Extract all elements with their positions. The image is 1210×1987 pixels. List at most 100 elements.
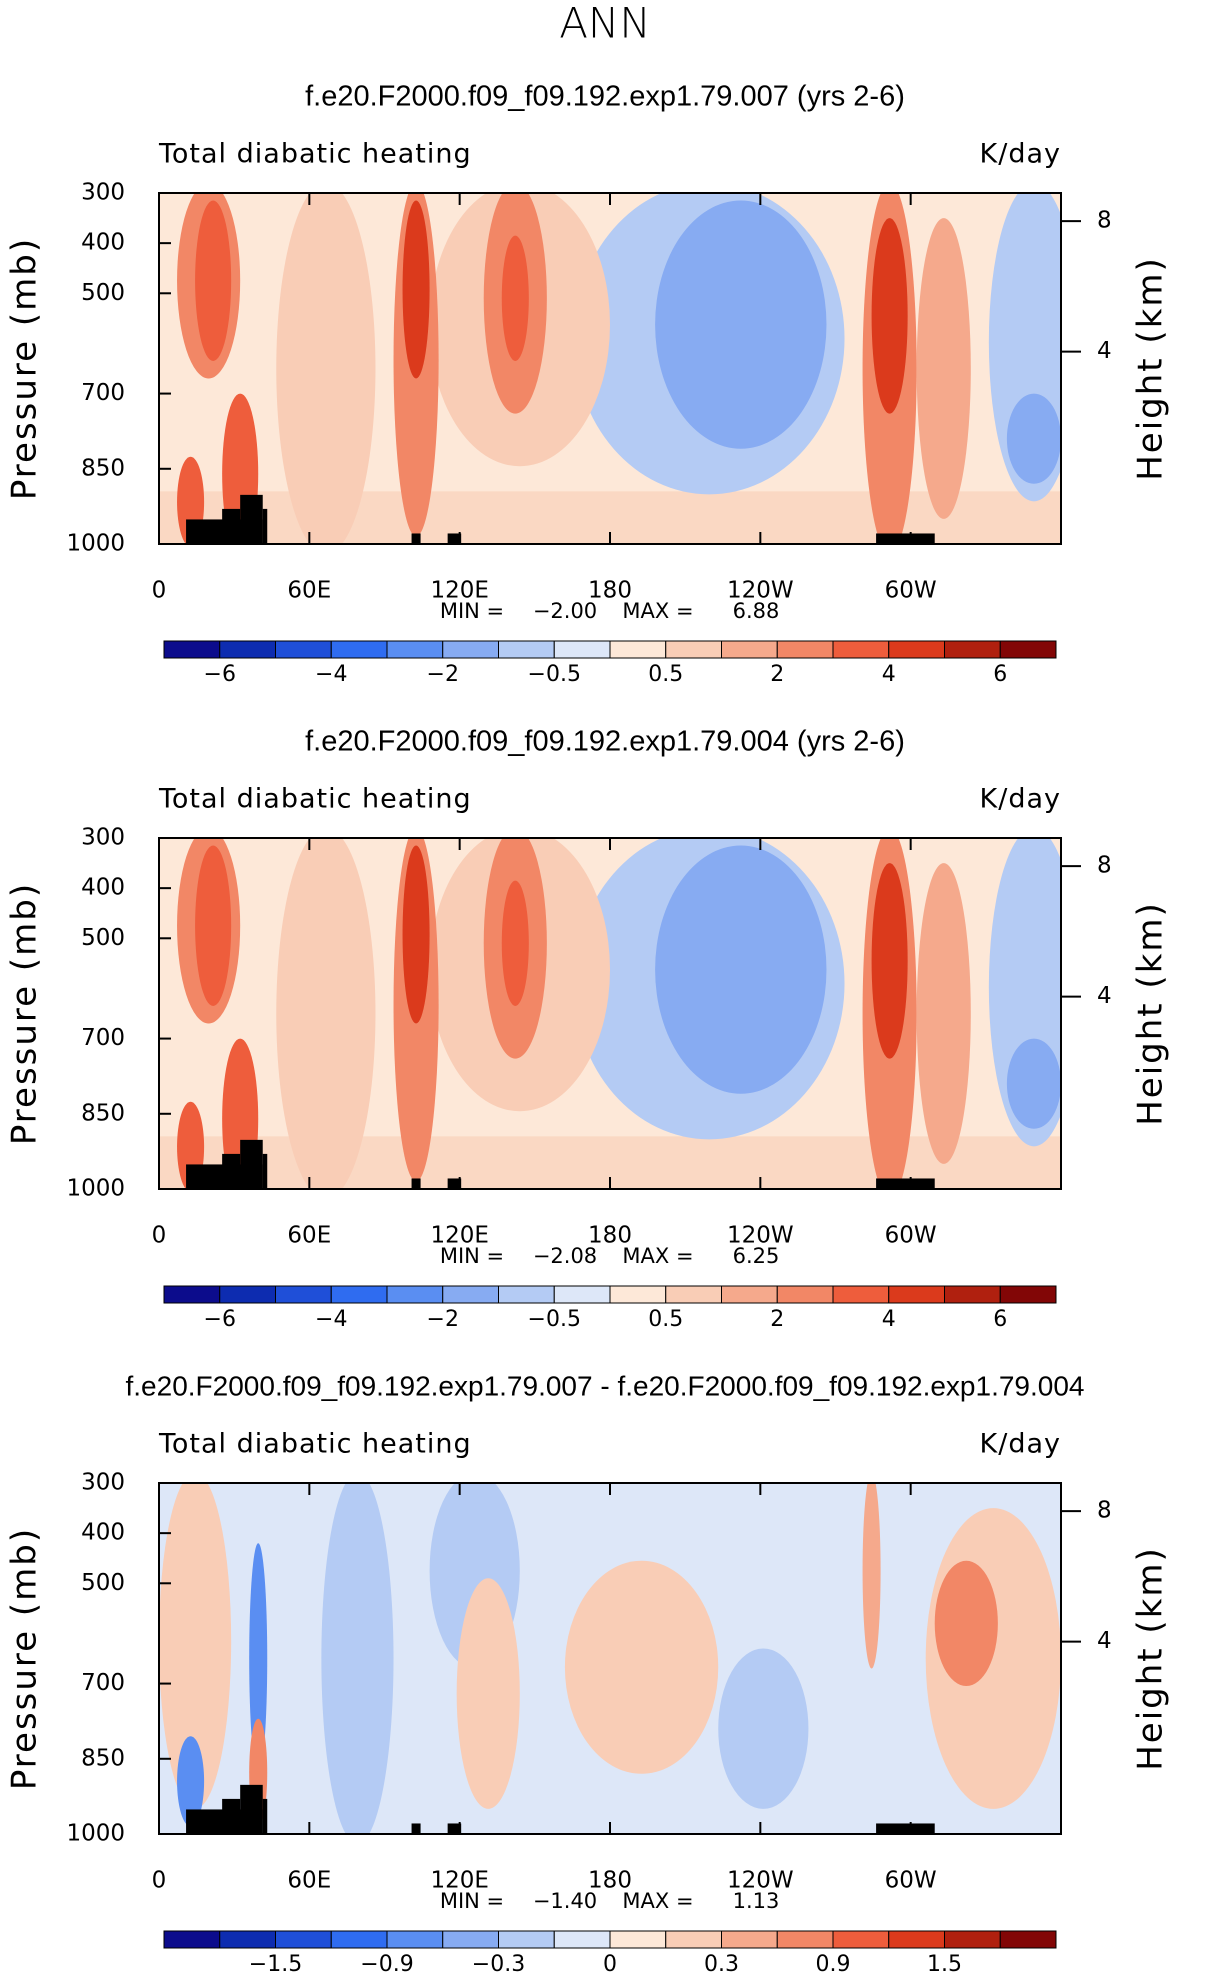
x-tick-label: 60E [287,1868,331,1894]
colorbar-label: 4 [882,1307,896,1332]
topography [240,1784,263,1834]
units: K/day [980,1429,1061,1460]
topography [222,508,241,544]
y-tick-label: 850 [81,455,125,481]
colorbar-box [944,1930,1001,1949]
y-tick-label: 700 [81,380,125,406]
x-tick-label: 120W [727,1223,794,1249]
y2-axis-label: Height (km) [1131,256,1171,481]
topography [876,1823,935,1834]
x-tick-label: 60W [885,1223,937,1249]
colorbar-label: 1.5 [927,1952,962,1977]
colorbar-label: 2 [770,662,784,687]
y-tick-label: 300 [81,180,125,206]
max-value: 1.13 [733,1889,780,1913]
min-value: −2.00 [533,599,597,623]
contour-region [916,863,971,1164]
colorbar-box [219,640,276,659]
contour-region [564,1560,719,1774]
contour-region [159,1483,232,1809]
topography [411,533,421,544]
topography [411,1178,421,1189]
contour-field [159,193,1061,544]
y-tick-label: 500 [81,1570,125,1596]
colorbar-label: 0.9 [816,1952,851,1977]
colorbar-label: 0.5 [648,1307,683,1332]
colorbar-label: −0.9 [360,1952,413,1977]
x-tick-label: 0 [152,578,167,604]
topography [262,1798,268,1834]
y2-tick-label: 8 [1097,1498,1112,1524]
y-tick-label: 1000 [66,1176,125,1202]
max-value: 6.88 [733,599,780,623]
contour-region [871,863,908,1059]
panel: f.e20.F2000.f09_f09.192.exp1.79.007 - f.… [5,1370,1171,1977]
colorbar-box [609,1930,667,1949]
min-value: −1.40 [533,1889,597,1913]
x-tick-label: 60W [885,578,937,604]
colorbar-box [275,1930,332,1949]
colorbar-label: −2 [427,662,459,687]
colorbar-label: 0 [603,1952,617,1977]
panel: f.e20.F2000.f09_f09.192.exp1.79.004 (yrs… [5,726,1171,1332]
panel-title: f.e20.F2000.f09_f09.192.exp1.79.004 (yrs… [305,726,905,758]
colorbar-label: −6 [204,662,236,687]
contour-region [718,1648,809,1809]
colorbar-box [999,640,1057,659]
y-axis-label: Pressure (mb) [5,237,45,500]
y2-tick-label: 4 [1097,1628,1112,1654]
contour-region [402,200,430,379]
contour-region [934,1560,998,1687]
x-tick-label: 60E [287,578,331,604]
contour-region [501,880,529,1006]
y-tick-label: 1000 [66,1821,125,1847]
colorbar-box [999,1930,1057,1949]
min-value: −2.08 [533,1244,597,1268]
colorbar-label: 2 [770,1307,784,1332]
x-tick-label: 120W [727,1868,794,1894]
colorbar-box [888,1930,945,1949]
colorbar-box [776,640,834,659]
y-tick-label: 400 [81,230,125,256]
colorbar-box [888,640,945,659]
colorbar-box [386,1930,444,1949]
colorbar-box [163,1930,221,1949]
topography [240,1139,263,1189]
colorbar-label: −4 [315,662,347,687]
colorbar-box [498,1285,555,1304]
colorbar-box [442,640,499,659]
contour-region [456,1578,520,1809]
colorbar-box [163,640,221,659]
contour-region [1006,393,1061,484]
y-tick-label: 300 [81,825,125,851]
topography [222,1798,241,1834]
colorbar-box [721,640,778,659]
colorbar-box [498,640,555,659]
contour-region [249,1543,268,1774]
colorbar-box [776,1930,834,1949]
contour-region [195,200,232,361]
panel-title: f.e20.F2000.f09_f09.192.exp1.79.007 - f.… [126,1370,1085,1401]
colorbar-box [665,1285,722,1304]
y2-axis-label: Height (km) [1131,901,1171,1126]
y-tick-label: 300 [81,1470,125,1496]
contour-region [655,200,827,449]
colorbar-box [386,640,444,659]
y-tick-label: 850 [81,1100,125,1126]
topography [262,508,268,544]
contour-region [1006,1038,1061,1129]
x-tick-label: 180 [588,578,632,604]
max-text: MAX = [622,1889,693,1913]
colorbar-box [275,1285,332,1304]
subtitle: Total diabatic heating [158,784,472,815]
x-tick-label: 120E [430,578,488,604]
topography [411,1823,421,1834]
colorbar-label: −0.3 [472,1952,525,1977]
units: K/day [980,139,1061,170]
max-value: 6.25 [733,1244,780,1268]
colorbar-box [776,1285,834,1304]
colorbar-box [721,1930,778,1949]
y-tick-label: 700 [81,1025,125,1051]
colorbar-label: 6 [993,1307,1007,1332]
